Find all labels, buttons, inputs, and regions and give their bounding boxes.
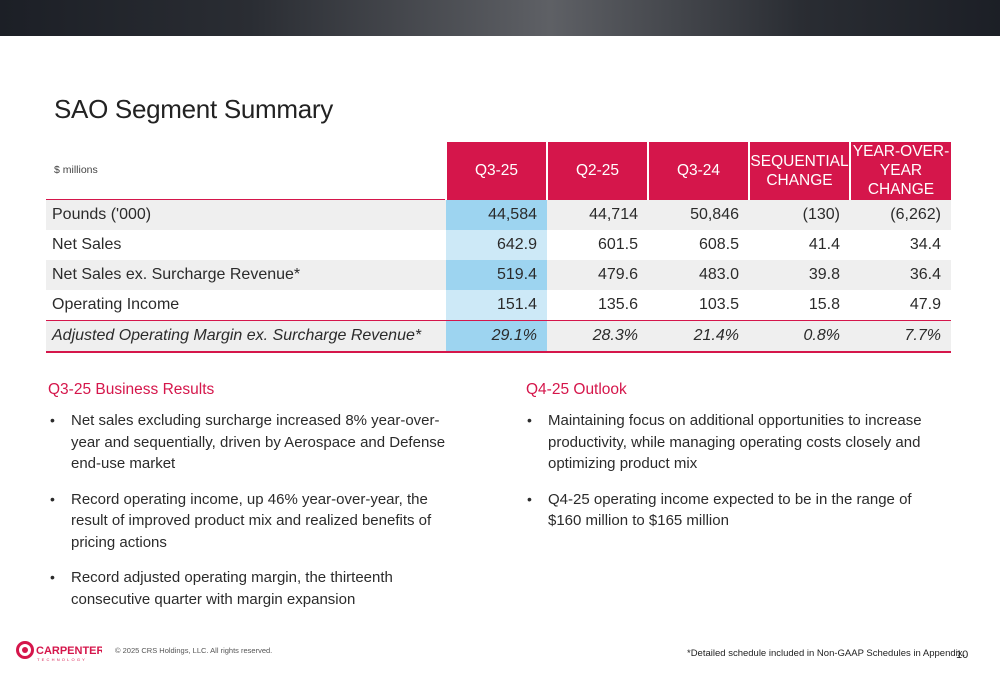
table-cell: 601.5 <box>597 236 638 253</box>
column-header: Q3-25 <box>445 142 547 200</box>
row-label: Adjusted Operating Margin ex. Surcharge … <box>46 320 446 353</box>
table-row: Pounds ('000) 44,584 44,714 50,846 (130)… <box>46 199 951 230</box>
column-header: Q3-24 <box>647 142 749 200</box>
column-header: YEAR-OVER- YEAR CHANGE <box>849 142 951 200</box>
business-results-list: • Net sales excluding surcharge increased… <box>48 410 448 624</box>
table-row: Operating Income 151.4 135.6 103.5 15.8 … <box>46 290 951 321</box>
table-cell: 34.4 <box>909 236 941 253</box>
table-cell: 151.4 <box>446 290 547 321</box>
table-cell: 36.4 <box>850 260 951 290</box>
footnote-text: *Detailed schedule included in Non-GAAP … <box>687 648 966 659</box>
carpenter-logo: CARPENTER TECHNOLOGY <box>16 641 102 662</box>
logo-subtext: TECHNOLOGY <box>37 657 87 662</box>
table-cell: 608.5 <box>698 236 739 253</box>
table-cell: 28.3% <box>547 320 648 353</box>
table-cell: 15.8 <box>808 296 840 313</box>
outlook-heading: Q4-25 Outlook <box>526 381 627 398</box>
table-cell: 135.6 <box>597 296 638 313</box>
table-cell: 21.4% <box>648 320 749 353</box>
table-cell: 642.9 <box>446 230 547 260</box>
row-label: Pounds ('000) <box>46 199 446 230</box>
bullet-icon: • <box>527 490 532 507</box>
table-row: Adjusted Operating Margin ex. Surcharge … <box>46 320 951 353</box>
bullet-icon: • <box>50 412 55 428</box>
bullet-icon: • <box>50 490 55 507</box>
table-cell: 50,846 <box>648 199 749 230</box>
table-cell: 103.5 <box>698 296 739 313</box>
page-title: SAO Segment Summary <box>54 94 333 124</box>
table-cell: 519.4 <box>446 260 547 290</box>
table-cell: 7.7% <box>850 320 951 353</box>
table-cell: 44,714 <box>547 199 648 230</box>
row-label: Operating Income <box>52 296 180 313</box>
table-cell: (130) <box>749 199 850 230</box>
list-item: • Maintaining focus on additional opportu… <box>527 412 922 472</box>
list-item: • Record adjusted operating margin, the t… <box>50 569 393 608</box>
logo-text: CARPENTER <box>36 645 102 657</box>
table-cell: 479.6 <box>547 260 648 290</box>
table-cell: (6,262) <box>850 199 951 230</box>
table-cell: 47.9 <box>909 296 941 313</box>
table-row: Net Sales 642.9 601.5 608.5 41.4 34.4 <box>46 230 951 260</box>
table-cell: 44,584 <box>446 199 547 230</box>
column-header: SEQUENTIAL CHANGE <box>748 142 850 200</box>
list-item: • Net sales excluding surcharge increased… <box>50 412 446 472</box>
top-banner <box>0 0 1000 36</box>
table-cell: 29.1% <box>446 320 547 353</box>
row-label: Net Sales <box>52 236 122 253</box>
bullet-icon: • <box>50 569 55 585</box>
business-results-heading: Q3-25 Business Results <box>48 381 215 398</box>
copyright-text: © 2025 CRS Holdings, LLC. All rights res… <box>115 646 273 655</box>
units-label: $ millions <box>46 142 446 200</box>
bullet-icon: • <box>527 412 532 428</box>
table-cell: 39.8 <box>749 260 850 290</box>
segment-summary-table: $ millions Q3-25 Q2-25 Q3-24 SEQUENTIAL C… <box>46 142 951 353</box>
column-header: Q2-25 <box>546 142 648 200</box>
row-label: Net Sales ex. Surcharge Revenue* <box>46 260 446 290</box>
list-item: • Record operating income, up 46% year-ov… <box>50 490 432 551</box>
page-number: 10 <box>956 649 969 661</box>
table-cell: 483.0 <box>648 260 749 290</box>
table-cell: 0.8% <box>749 320 850 353</box>
table-row: Net Sales ex. Surcharge Revenue* 519.4 4… <box>46 260 951 290</box>
outlook-list: • Maintaining focus on additional opportu… <box>525 410 940 546</box>
table-cell: 41.4 <box>808 236 840 253</box>
table-header-row: $ millions Q3-25 Q2-25 Q3-24 SEQUENTIAL C… <box>46 142 951 200</box>
list-item: • Q4-25 operating income expected to be i… <box>527 490 912 530</box>
